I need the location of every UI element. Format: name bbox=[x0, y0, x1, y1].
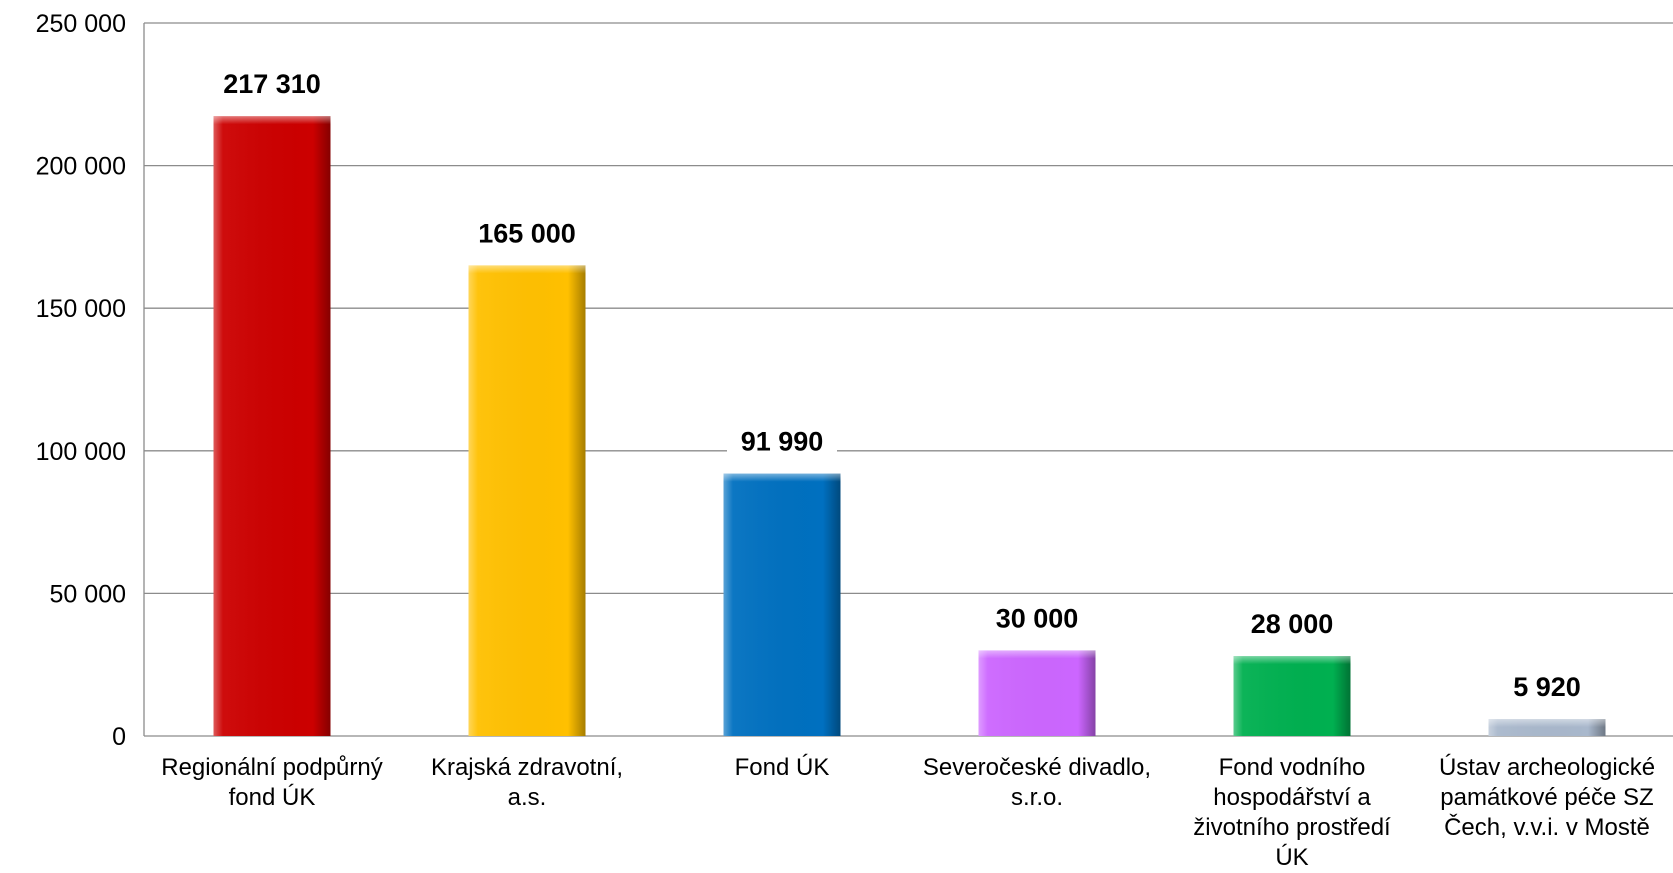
data-label: 5 920 bbox=[1513, 672, 1581, 702]
data-label-box bbox=[464, 209, 590, 254]
category-label-line: Krajská zdravotní, bbox=[431, 754, 623, 781]
data-label: 28 000 bbox=[1251, 609, 1334, 639]
bar-bevel bbox=[213, 116, 331, 125]
data-label: 165 000 bbox=[478, 218, 576, 248]
y-tick-label: 200 000 bbox=[36, 153, 126, 181]
gridlines bbox=[144, 22, 1673, 737]
y-tick-label: 0 bbox=[112, 723, 126, 751]
data-label-box bbox=[209, 60, 335, 105]
category-label: Fond ÚK bbox=[735, 754, 830, 781]
x-axis-labels: Regionální podpůrný fond ÚK Krajská zdravo… bbox=[161, 754, 1655, 871]
bar-bevel bbox=[1488, 719, 1606, 728]
bar-bevel bbox=[978, 650, 1096, 659]
data-label: 91 990 bbox=[741, 427, 824, 457]
bar-shading bbox=[978, 650, 1096, 736]
y-axis: 0 50 000 100 000 150 000 200 000 250 000 bbox=[36, 10, 145, 751]
category-label: Ústav archeologické památkové péče SZ Čech… bbox=[1439, 754, 1655, 841]
data-label-box bbox=[1499, 663, 1595, 708]
bar-bevel bbox=[468, 265, 586, 274]
bar-shading bbox=[468, 265, 586, 736]
y-tick-label: 250 000 bbox=[36, 10, 126, 38]
bar-shading bbox=[213, 116, 331, 737]
bar-shading bbox=[1233, 656, 1351, 736]
category-label-line: fond ÚK bbox=[229, 784, 316, 811]
data-label: 217 310 bbox=[223, 69, 321, 99]
category-label: Regionální podpůrný fond ÚK bbox=[161, 754, 383, 811]
category-label-line: s.r.o. bbox=[1011, 784, 1063, 811]
category-label-line: Ústav archeologické bbox=[1439, 754, 1655, 781]
category-label-line: Fond ÚK bbox=[735, 754, 830, 781]
bars bbox=[213, 116, 1606, 737]
data-label-box bbox=[1237, 600, 1347, 645]
category-label-line: ÚK bbox=[1275, 844, 1308, 871]
bar-bevel bbox=[1233, 656, 1351, 665]
category-label: Krajská zdravotní, a.s. bbox=[431, 754, 623, 811]
category-label: Severočeské divadlo, s.r.o. bbox=[923, 754, 1151, 811]
category-label-line: a.s. bbox=[508, 784, 547, 811]
bar-bevel bbox=[723, 473, 841, 482]
bar-shading bbox=[723, 473, 841, 736]
category-label-line: Regionální podpůrný bbox=[161, 754, 383, 781]
y-tick-label: 100 000 bbox=[36, 438, 126, 466]
category-label-line: Čech, v.v.i. v Mostě bbox=[1444, 813, 1650, 841]
category-label-line: Fond vodního bbox=[1219, 754, 1366, 781]
data-label-box bbox=[982, 594, 1092, 639]
category-label-line: památkové péče SZ bbox=[1440, 784, 1653, 811]
y-tick-label: 150 000 bbox=[36, 295, 126, 323]
data-label: 30 000 bbox=[996, 603, 1079, 633]
category-label: Fond vodního hospodářství a životního pros… bbox=[1193, 754, 1391, 871]
category-label-line: hospodářství a bbox=[1213, 784, 1371, 811]
category-label-line: životního prostředí bbox=[1193, 814, 1391, 841]
data-labels: 217 310 165 000 91 990 30 000 28 000 5 920 bbox=[209, 60, 1595, 708]
category-label-line: Severočeské divadlo, bbox=[923, 754, 1151, 781]
y-tick-label: 50 000 bbox=[50, 580, 126, 608]
data-label-box bbox=[727, 417, 837, 462]
